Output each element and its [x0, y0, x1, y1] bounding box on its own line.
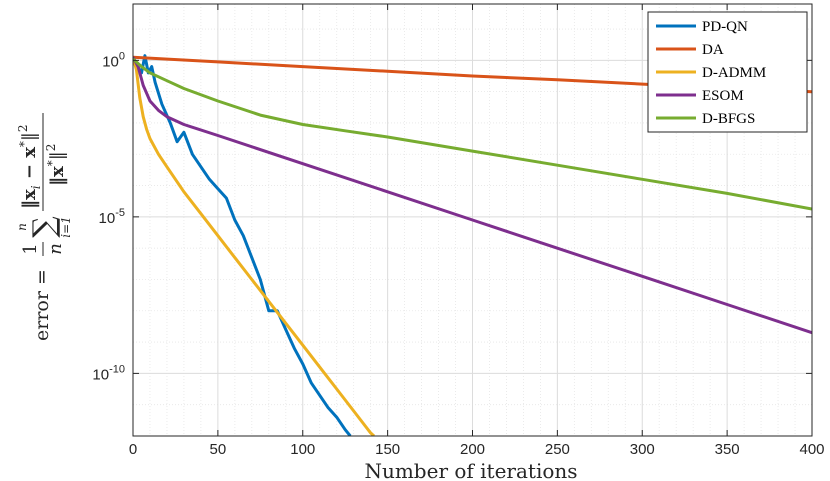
y-label-lhs: error =: [31, 269, 53, 341]
x-tick-label: 400: [799, 441, 824, 458]
y-axis-label: error = 1 n ∑ n i=1 ‖xi − x*‖2 ‖x*‖2: [15, 113, 73, 341]
grid: [132, 4, 813, 437]
y-label-sum: ∑: [27, 216, 62, 238]
x-tick-label: 300: [630, 441, 655, 458]
svg-text:‖xi − x*‖2: ‖xi − x*‖2: [16, 124, 43, 209]
y-label-sum-upper: n: [15, 223, 29, 231]
legend: PD-QN DA D-ADMM ESOM D-BFGS: [647, 11, 808, 133]
y-label-sum-lower: i=1: [59, 216, 73, 238]
series-d-bfgs: [133, 57, 812, 211]
series-esom: [133, 56, 812, 335]
x-tick-label: 250: [545, 441, 570, 458]
x-axis-label: Number of iterations: [364, 459, 577, 481]
legend-label: PD-QN: [702, 19, 748, 35]
x-tick-label: 150: [375, 441, 400, 458]
y-label-frac-n: n: [45, 243, 66, 255]
y-tick-label: 100: [102, 50, 125, 70]
series-d-admm: [133, 56, 376, 436]
y-label-frac-one: 1: [20, 243, 41, 254]
series-pd-qn: [133, 54, 352, 436]
legend-label: D-ADMM: [702, 65, 766, 81]
y-tick-label: 10-5: [99, 207, 125, 227]
x-tick-label: 200: [460, 441, 485, 458]
x-tick-label: 100: [290, 441, 315, 458]
y-tick-labels: 100 10-5 10-10: [92, 50, 125, 383]
y-tick-label: 10-10: [92, 363, 125, 383]
y-label-numerator: ‖xi − x*‖2: [16, 124, 43, 209]
x-tick-labels: 0 50 100 150 200 250 300 350 400: [129, 441, 825, 458]
x-tick-label: 50: [210, 441, 227, 458]
x-tick-label: 0: [129, 441, 137, 458]
legend-label: ESOM: [702, 88, 744, 104]
tick-marks: [132, 4, 813, 436]
y-label-denominator: ‖x*‖2: [44, 144, 68, 186]
svg-text:‖x*‖2: ‖x*‖2: [44, 144, 68, 186]
legend-label: D-BFGS: [702, 111, 755, 127]
x-tick-label: 350: [715, 441, 740, 458]
legend-label: DA: [702, 42, 724, 58]
